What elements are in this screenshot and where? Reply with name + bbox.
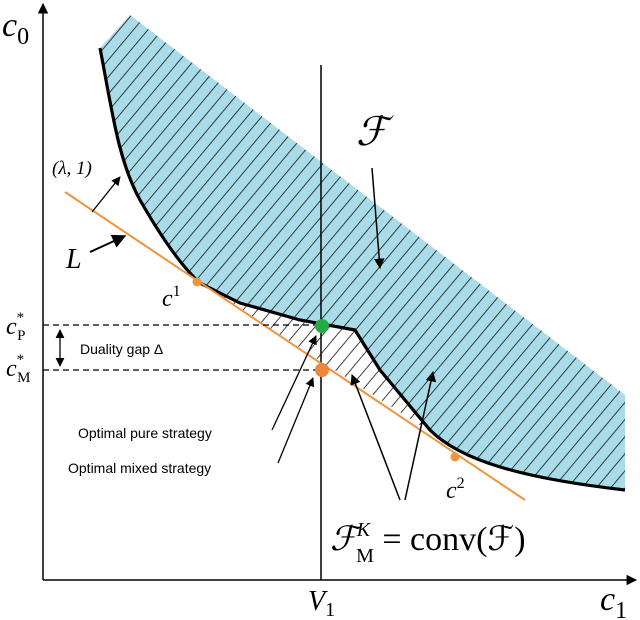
- pure-label: Optimal pure strategy: [78, 425, 212, 441]
- normal-label: (λ, 1): [52, 158, 92, 179]
- label-sub: 1: [325, 599, 335, 620]
- boundary-curve: [98, 47, 626, 492]
- conv-arrow: [350, 374, 401, 501]
- v1-label: V1: [308, 586, 335, 620]
- label-sup: 2: [457, 475, 465, 492]
- c-p-label: c* P: [6, 310, 26, 344]
- c1-label: c1: [162, 283, 181, 312]
- label-base: c: [6, 314, 17, 340]
- label-sub: M: [356, 545, 374, 567]
- duality-gap-label: Duality gap Δ: [80, 341, 163, 357]
- label-sub: M: [17, 370, 30, 386]
- supporting-line: [64, 191, 526, 501]
- y-axis-label: c0: [2, 7, 29, 50]
- label-sup: *: [17, 310, 25, 326]
- c2-point: [450, 452, 460, 462]
- f-arrow: [371, 167, 385, 270]
- c1-point: [192, 277, 202, 287]
- label-sub: P: [17, 328, 25, 344]
- label-base: c: [600, 581, 615, 618]
- l-label: L: [65, 244, 82, 275]
- f-label: ℱ: [356, 109, 394, 154]
- pure-point: [315, 319, 329, 333]
- conv-label: ℱK M = conv(ℱ): [330, 519, 526, 567]
- label-sup: 1: [173, 283, 181, 300]
- feasible-hatch: [100, 15, 625, 490]
- normal-arrow: [91, 176, 121, 213]
- x-axis-label: c1: [600, 581, 627, 620]
- label-sub: 1: [615, 598, 627, 620]
- conv-arrow: [404, 370, 437, 501]
- label-sub: 0: [17, 24, 29, 50]
- c2-label: c2: [446, 475, 465, 504]
- label-base: V: [308, 586, 328, 617]
- label-base: c: [6, 356, 17, 382]
- label-base: c: [446, 478, 457, 504]
- label-rest: = conv(ℱ): [374, 521, 526, 558]
- mixed-point: [315, 363, 329, 377]
- label-base: c: [162, 286, 173, 312]
- l-arrow: [89, 234, 127, 253]
- label-sup: K: [356, 519, 372, 541]
- pure-arrow: [271, 335, 317, 431]
- label-base: c: [2, 7, 17, 44]
- label-sup: *: [17, 352, 25, 368]
- mixed-label: Optimal mixed strategy: [68, 460, 211, 476]
- mixed-arrow: [277, 377, 315, 464]
- c-m-label: c* M: [6, 352, 31, 386]
